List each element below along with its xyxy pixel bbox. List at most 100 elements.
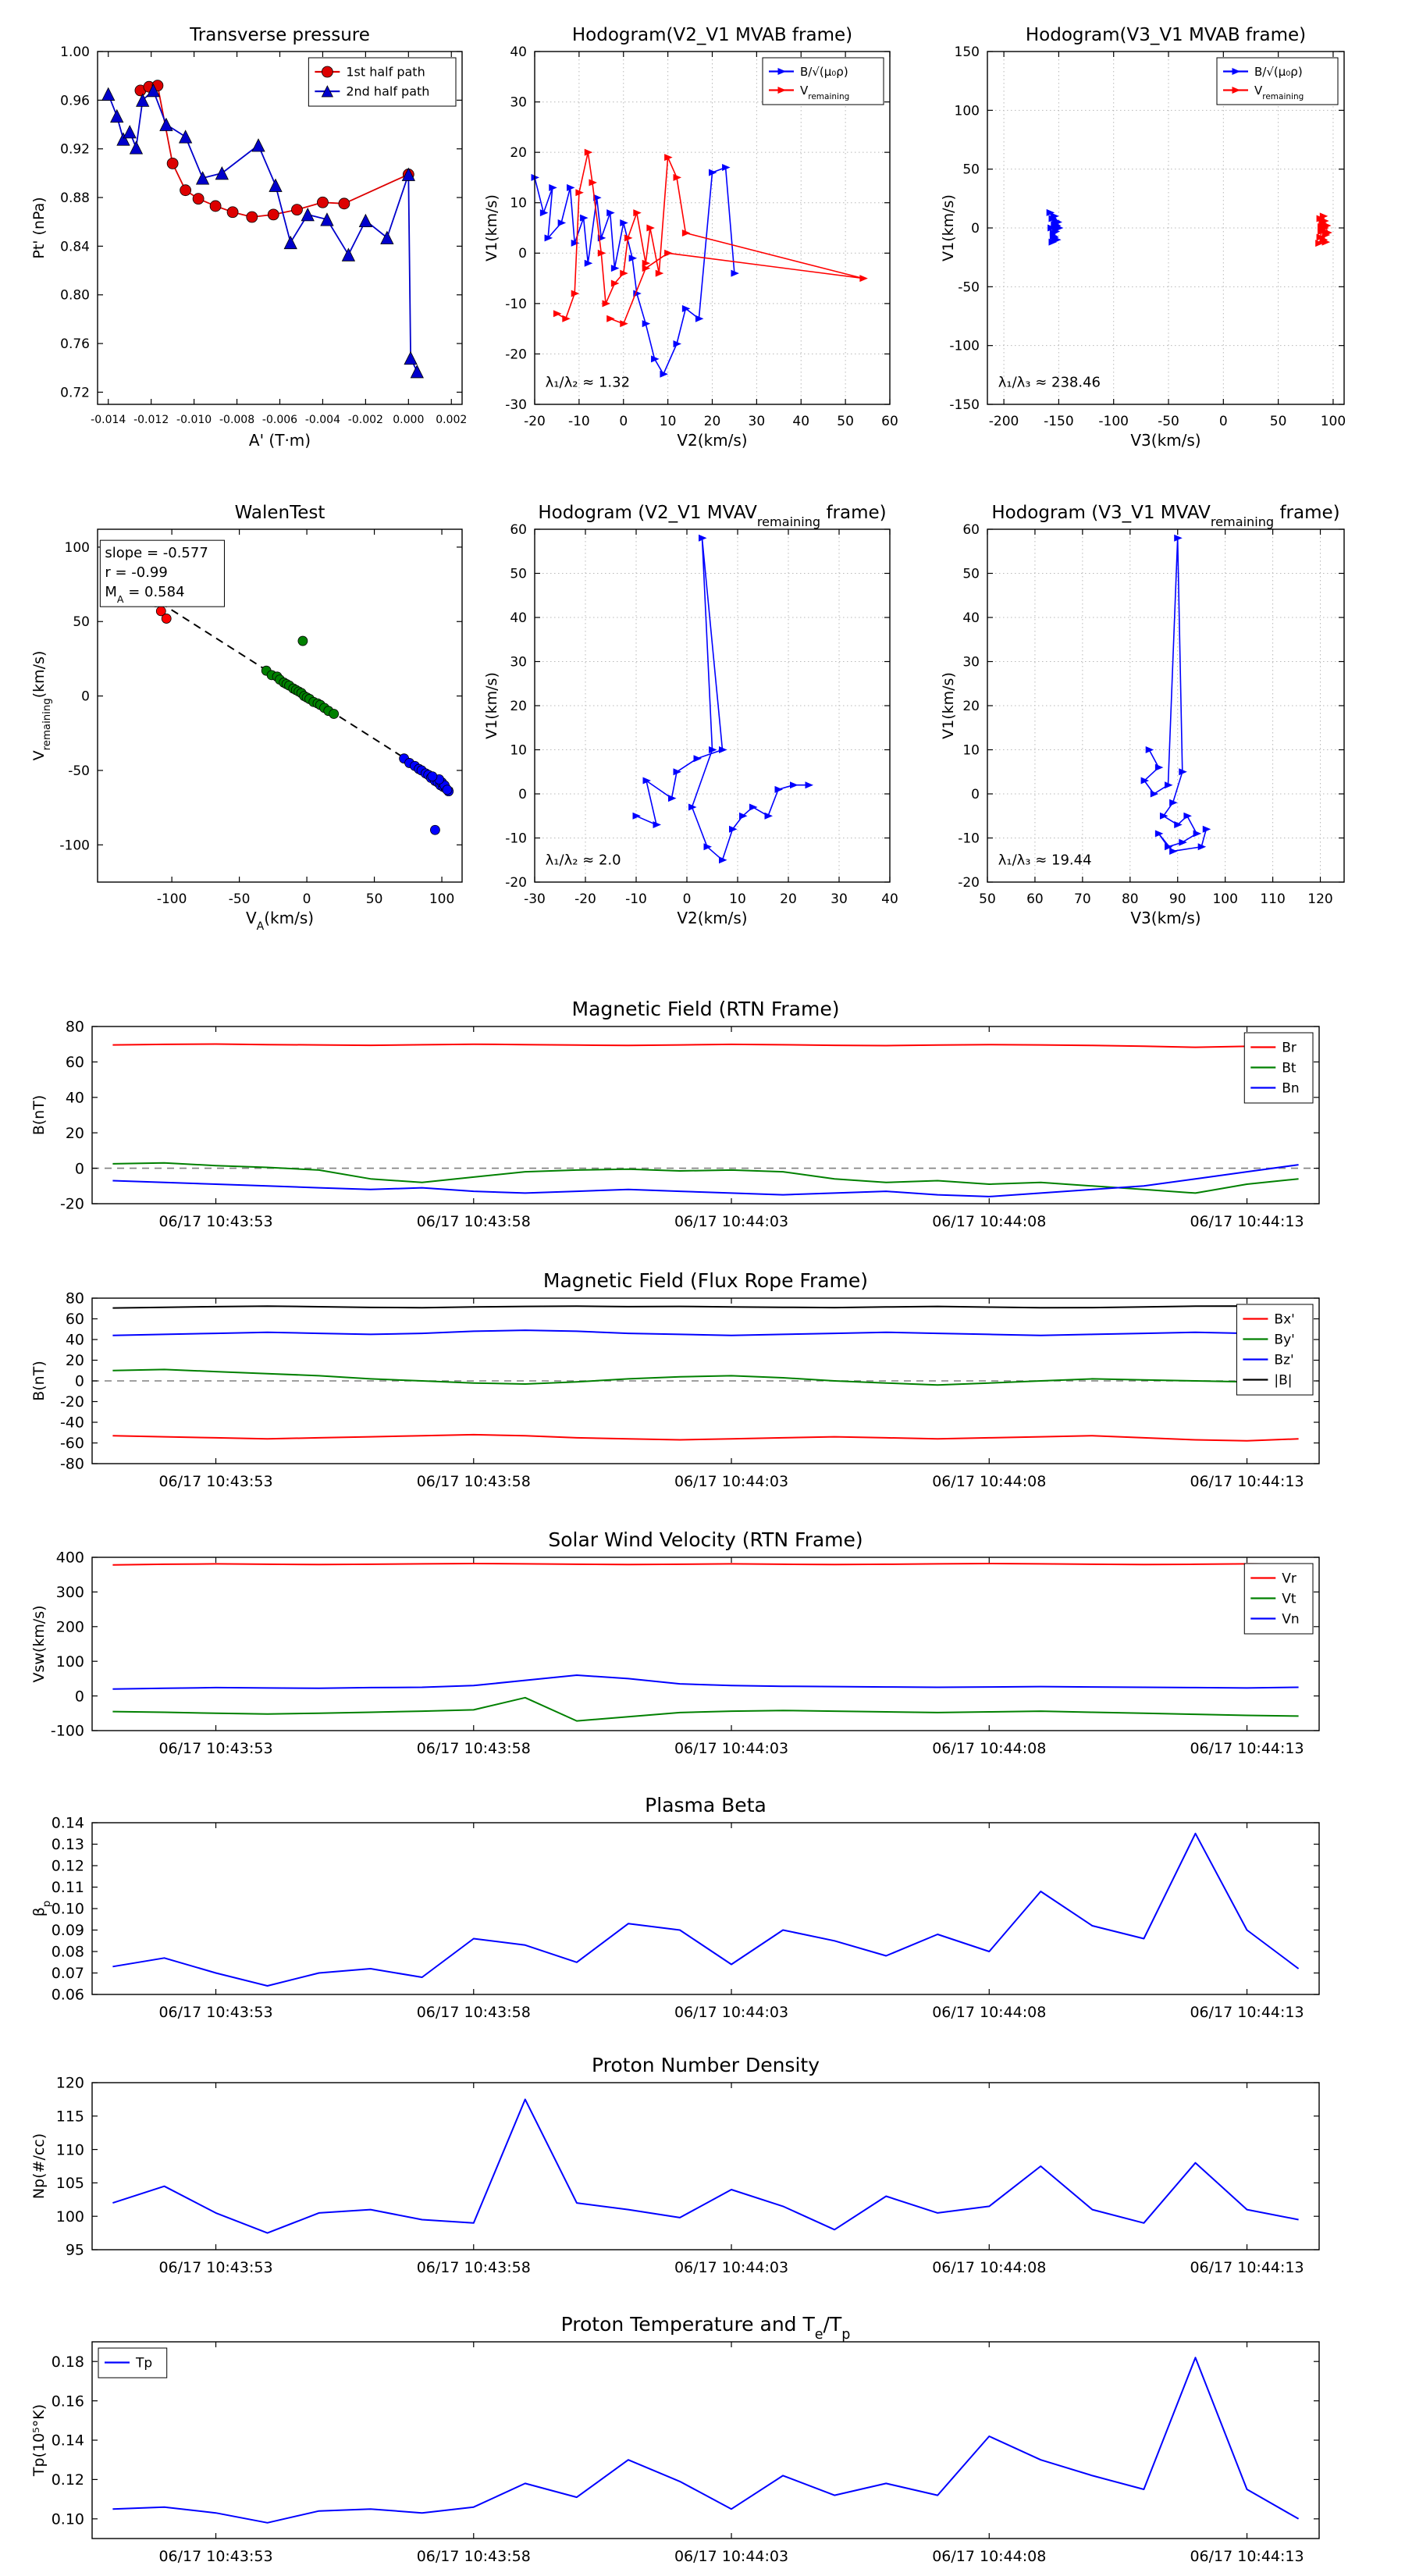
- svg-text:06/17 10:44:08: 06/17 10:44:08: [932, 2259, 1046, 2276]
- hodogram-v2v1-mvav-plot: -30 -20 -10 0 10 20 30 40-20-100102030405060Hod…: [483, 503, 898, 927]
- svg-text:80: 80: [66, 1019, 84, 1036]
- svg-text:06/17 10:44:13: 06/17 10:44:13: [1190, 1473, 1304, 1490]
- svg-text:20: 20: [510, 145, 527, 161]
- svg-text:0.16: 0.16: [52, 2393, 84, 2410]
- svg-text:-0.010: -0.010: [176, 414, 212, 426]
- svg-text:06/17 10:44:13: 06/17 10:44:13: [1190, 1740, 1304, 1757]
- walen-test-annotation: slope = -0.577: [105, 545, 208, 561]
- svg-text:0.10: 0.10: [52, 1901, 84, 1918]
- svg-text:10: 10: [510, 742, 527, 758]
- svg-text:60: 60: [881, 414, 898, 429]
- transverse-pressure-plot: -0.014 -0.012 -0.010 -0.008 -0.006 -0.004 -0.0…: [30, 25, 467, 450]
- svg-text:0: 0: [971, 221, 980, 237]
- svg-text:06/17 10:44:13: 06/17 10:44:13: [1190, 1213, 1304, 1230]
- chart-magnetic-field-fluxrope: 06/17 10:43:53 06/17 10:43:58 06/17 10:44:…: [23, 1259, 1370, 1501]
- proton-density-title: Proton Number Density: [592, 2054, 820, 2076]
- svg-text:Tp(10⁵°K): Tp(10⁵°K): [30, 2404, 48, 2477]
- svg-text:-200: -200: [989, 414, 1019, 429]
- svg-text:0: 0: [683, 891, 692, 907]
- svg-text:150: 150: [955, 44, 980, 60]
- svg-text:0.10: 0.10: [52, 2510, 84, 2528]
- proton-density-plot: 06/17 10:43:53 06/17 10:43:58 06/17 10:44:…: [30, 2054, 1320, 2276]
- svg-text:30: 30: [510, 654, 527, 670]
- svg-text:80: 80: [1122, 891, 1139, 907]
- svg-text:|B|: |B|: [1274, 1372, 1292, 1388]
- svg-text:0.14: 0.14: [52, 1815, 84, 1832]
- chart-hodogram-v2v1-mvav: -30 -20 -10 0 10 20 30 40 -20 -10 0 10 20 30 40 50 60 Hod…: [476, 492, 904, 933]
- svg-text:06/17 10:44:03: 06/17 10:44:03: [674, 2259, 788, 2276]
- walen-test-plot: -100 -50 0 50 100 -100 -50 0 50 100 WalenTest VA(km…: [30, 503, 463, 933]
- svg-text:06/17 10:44:13: 06/17 10:44:13: [1190, 2548, 1304, 2565]
- svg-text:-0.002: -0.002: [348, 414, 383, 426]
- svg-text:120: 120: [1307, 891, 1332, 907]
- svg-text:60: 60: [66, 1054, 84, 1071]
- svg-text:06/17 10:43:53: 06/17 10:43:53: [158, 1213, 272, 1230]
- svg-text:06/17 10:43:58: 06/17 10:43:58: [417, 2259, 531, 2276]
- svg-text:60: 60: [66, 1311, 84, 1328]
- svg-text:110: 110: [56, 2141, 84, 2158]
- svg-text:-10: -10: [505, 297, 527, 312]
- walen-test-annotation: r = -0.99: [105, 564, 168, 581]
- svg-text:40: 40: [66, 1332, 84, 1349]
- svg-text:40: 40: [881, 891, 898, 907]
- svg-text:30: 30: [510, 95, 527, 111]
- vsw-rtn-title: Solar Wind Velocity (RTN Frame): [548, 1528, 863, 1551]
- svg-text:06/17 10:44:03: 06/17 10:44:03: [674, 1740, 788, 1757]
- svg-text:50: 50: [837, 414, 854, 429]
- svg-text:0.08: 0.08: [52, 1944, 84, 1961]
- svg-text:06/17 10:44:03: 06/17 10:44:03: [674, 2548, 788, 2565]
- proton-temp-title: Proton Temperature and Te/Tp: [561, 2313, 851, 2343]
- svg-text:40: 40: [792, 414, 809, 429]
- chart-hodogram-v3v1-mvab: -200 -150 -100 -50 0 50 100 -150 -100 -50 0 50 100 15…: [933, 14, 1358, 455]
- svg-text:B/√(μ₀ρ): B/√(μ₀ρ): [800, 65, 848, 79]
- svg-text:20: 20: [66, 1125, 84, 1142]
- svg-text:06/17 10:43:53: 06/17 10:43:53: [158, 2004, 272, 2021]
- svg-text:06/17 10:44:08: 06/17 10:44:08: [932, 2548, 1046, 2565]
- svg-text:06/17 10:43:58: 06/17 10:43:58: [417, 2548, 531, 2565]
- svg-text:120: 120: [56, 2075, 84, 2092]
- hodogram-v2v1-mvav-annotation: λ₁/λ₂ ≈ 2.0: [546, 852, 621, 868]
- svg-text:40: 40: [66, 1089, 84, 1106]
- svg-text:10: 10: [962, 742, 980, 758]
- svg-text:115: 115: [56, 2108, 84, 2125]
- chart-proton-temperature: 06/17 10:43:53 06/17 10:43:58 06/17 10:44:…: [23, 2303, 1370, 2576]
- svg-text:βp: βp: [30, 1901, 53, 1917]
- transverse-pressure-title: Transverse pressure: [189, 25, 370, 45]
- chart-proton-number-density: 06/17 10:43:53 06/17 10:43:58 06/17 10:44:…: [23, 2044, 1370, 2287]
- svg-text:Bt: Bt: [1282, 1060, 1297, 1076]
- svg-text:-0.006: -0.006: [262, 414, 297, 426]
- svg-text:0: 0: [971, 787, 980, 802]
- hodogram-v2v1-mvav-title: Hodogram (V2_V1 MVAVremaining frame): [538, 503, 886, 529]
- svg-text:V1(km/s): V1(km/s): [940, 194, 957, 262]
- svg-text:Br: Br: [1282, 1040, 1297, 1055]
- svg-text:10: 10: [729, 891, 746, 907]
- svg-text:-50: -50: [229, 891, 251, 907]
- svg-text:06/17 10:43:58: 06/17 10:43:58: [417, 2004, 531, 2021]
- svg-text:80: 80: [66, 1290, 84, 1308]
- svg-text:0.80: 0.80: [60, 288, 90, 304]
- svg-text:0: 0: [81, 689, 90, 705]
- svg-text:-100: -100: [1098, 414, 1129, 429]
- svg-text:0: 0: [1219, 414, 1228, 429]
- svg-text:30: 30: [962, 654, 980, 670]
- chart-hodogram-v2v1-mvab: -20 -10 0 10 20 30 40 50 60 -30 -20 -10 0 10 20 30 40 Hod…: [476, 14, 904, 455]
- svg-text:30: 30: [831, 891, 848, 907]
- svg-text:20: 20: [780, 891, 797, 907]
- svg-text:50: 50: [366, 891, 383, 907]
- svg-text:1.00: 1.00: [60, 44, 90, 60]
- svg-text:0.96: 0.96: [60, 93, 90, 109]
- svg-text:V1(km/s): V1(km/s): [940, 672, 957, 739]
- hodogram-v2v1-mvab-plot: -20 -10 0 10 20 30 40 50 60-30-20-10010203040Hod…: [483, 25, 898, 450]
- svg-text:30: 30: [749, 414, 766, 429]
- svg-text:50: 50: [510, 566, 527, 582]
- svg-text:105: 105: [56, 2175, 84, 2192]
- svg-text:110: 110: [1260, 891, 1285, 907]
- svg-text:By': By': [1274, 1332, 1294, 1347]
- svg-text:Np(#/cc): Np(#/cc): [30, 2133, 48, 2199]
- svg-text:40: 40: [510, 44, 527, 60]
- svg-text:06/17 10:44:08: 06/17 10:44:08: [932, 1740, 1046, 1757]
- b-fluxrope-title: Magnetic Field (Flux Rope Frame): [543, 1269, 868, 1292]
- svg-text:0.13: 0.13: [52, 1836, 84, 1853]
- svg-text:100: 100: [1321, 414, 1346, 429]
- svg-text:06/17 10:43:53: 06/17 10:43:53: [158, 2548, 272, 2565]
